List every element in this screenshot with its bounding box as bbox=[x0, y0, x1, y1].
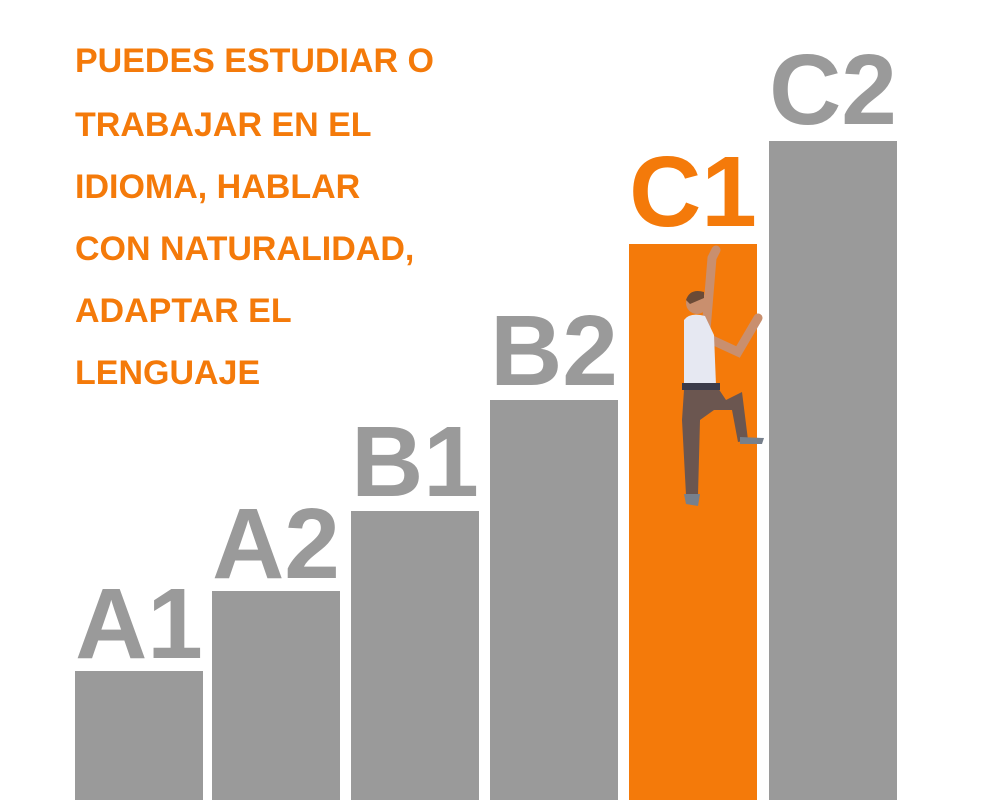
text-line: ADAPTAR EL bbox=[75, 292, 292, 330]
level-label: A2 bbox=[212, 488, 340, 600]
climber bbox=[682, 245, 764, 506]
step-bar bbox=[75, 671, 203, 800]
step-bar bbox=[212, 591, 340, 800]
level-label: C2 bbox=[769, 34, 897, 146]
step-bar bbox=[351, 511, 479, 800]
level-label: B1 bbox=[351, 406, 479, 518]
level-label: A1 bbox=[75, 568, 203, 680]
level-label: B2 bbox=[490, 295, 618, 407]
step-bar bbox=[769, 141, 897, 800]
text-line: CON NATURALIDAD, bbox=[75, 230, 414, 268]
step-bar bbox=[490, 400, 618, 800]
text-line: TRABAJAR EN EL bbox=[75, 106, 372, 144]
level-label: C1 bbox=[629, 136, 757, 248]
text-line: LENGUAJE bbox=[75, 354, 260, 392]
text-line: IDIOMA, HABLAR bbox=[75, 168, 360, 206]
text-line: PUEDES ESTUDIAR O bbox=[75, 42, 434, 80]
description: PUEDES ESTUDIAR O TRABAJAR EN EL IDIOMA,… bbox=[75, 42, 434, 392]
